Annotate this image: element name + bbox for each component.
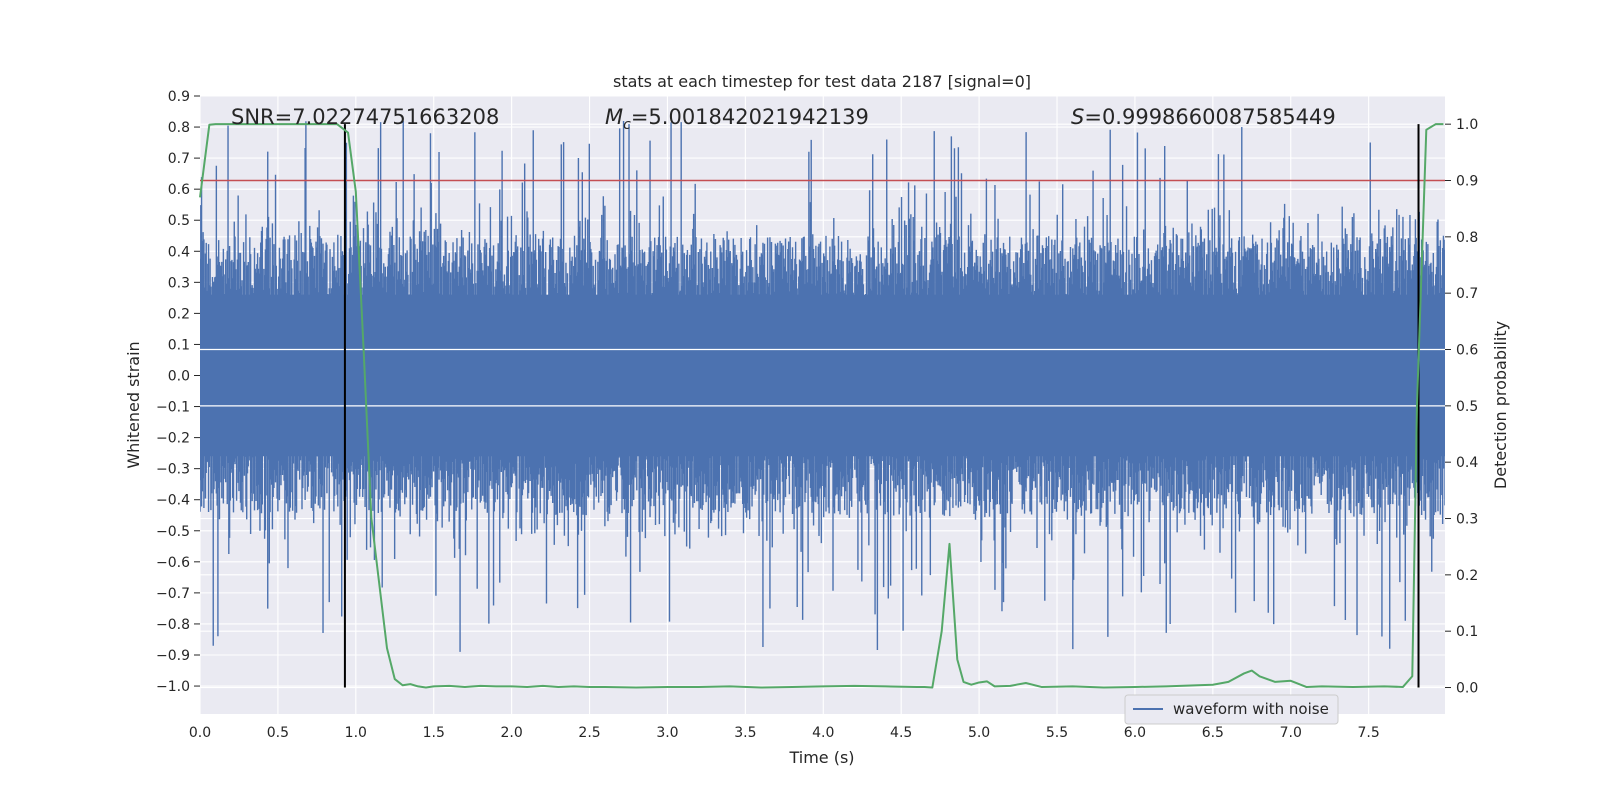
y-tick-label: 0.0 (168, 368, 190, 384)
score-annotation: S=0.9998660087585449 (1071, 105, 1336, 129)
y2-tick-label: 0.8 (1456, 230, 1478, 246)
y-tick-label: −0.5 (156, 524, 190, 540)
y-tick-label: 0.9 (168, 89, 190, 105)
y2-tick-label: 1.0 (1456, 117, 1478, 133)
chirp-mass-value: =5.001842021942139 (631, 105, 869, 129)
x-tick-label: 4.0 (812, 725, 834, 741)
x-tick-label: 1.0 (345, 725, 367, 741)
y2-tick-label: 0.4 (1456, 455, 1478, 471)
y-tick-label: 0.6 (168, 182, 190, 198)
y-tick-label: 0.3 (168, 275, 190, 291)
x-tick-label: 1.5 (423, 725, 445, 741)
y2-tick-label: 0.6 (1456, 343, 1478, 359)
y-tick-label: −0.3 (156, 462, 190, 478)
x-tick-label: 5.0 (968, 725, 990, 741)
y-tick-label: −0.9 (156, 648, 190, 664)
y-tick-label: 0.4 (168, 244, 190, 260)
y-tick-label: 0.7 (168, 151, 190, 167)
chirp-mass-symbol: M (605, 105, 623, 129)
y-axis-label: Whitened strain (124, 341, 143, 468)
y-tick-label: −1.0 (156, 679, 190, 695)
x-tick-label: 2.0 (501, 725, 523, 741)
x-tick-label: 2.5 (578, 725, 600, 741)
x-tick-label: 5.5 (1046, 725, 1068, 741)
x-tick-label: 6.5 (1202, 725, 1224, 741)
x-tick-label: 7.5 (1358, 725, 1380, 741)
y2-axis-label: Detection probability (1491, 321, 1510, 489)
y-tick-label: 0.2 (168, 306, 190, 322)
y-tick-label: 0.8 (168, 120, 190, 136)
y-tick-label: −0.2 (156, 431, 190, 447)
legend: waveform with noise (1124, 694, 1339, 725)
x-tick-label: 0.5 (267, 725, 289, 741)
y2-tick-label: 0.3 (1456, 512, 1478, 528)
x-tick-label: 0.0 (189, 725, 211, 741)
y2-tick-label: 0.5 (1456, 399, 1478, 415)
y-tick-label: −0.8 (156, 617, 190, 633)
x-tick-label: 7.0 (1280, 725, 1302, 741)
y-tick-label: −0.1 (156, 400, 190, 416)
y-tick-label: −0.7 (156, 586, 190, 602)
y2-tick-label: 0.7 (1456, 286, 1478, 302)
y-tick-label: −0.4 (156, 493, 190, 509)
score-symbol: S (1071, 105, 1084, 129)
y2-tick-label: 0.2 (1456, 568, 1478, 584)
y2-tick-label: 0.0 (1456, 681, 1478, 697)
x-axis-label: Time (s) (788, 748, 854, 767)
strain-core-band (200, 294, 1445, 457)
detection-probability-line (199, 123, 1444, 689)
x-tick-label: 3.5 (734, 725, 756, 741)
x-tick-label: 4.5 (890, 725, 912, 741)
x-tick-label: 6.0 (1124, 725, 1146, 741)
ticks: 0.0 0.5 1.0 1.5 2.0 2.5 3.0 3.5 4.0 4.5 5.0 5.5 6.0 6… (156, 89, 1478, 741)
y2-tick-label: 0.1 (1456, 624, 1478, 640)
chirp-mass-subscript: c (623, 117, 631, 133)
y-tick-label: −0.6 (156, 555, 190, 571)
legend-box (1124, 694, 1339, 725)
legend-label: waveform with noise (1173, 700, 1329, 718)
chart-title: stats at each timestep for test data 218… (613, 72, 1031, 91)
x-tick-label: 3.0 (656, 725, 678, 741)
chirp-mass-annotation: Mc=5.001842021942139 (605, 105, 869, 133)
snr-annotation: SNR=7.02274751663208 (231, 105, 499, 129)
y2-tick-label: 0.9 (1456, 174, 1478, 190)
score-value: =0.9998660087585449 (1084, 105, 1335, 129)
strain-series (200, 120, 1445, 652)
y-tick-label: 0.5 (168, 213, 190, 229)
y-tick-label: 0.1 (168, 337, 190, 353)
probability-series (199, 123, 1445, 689)
